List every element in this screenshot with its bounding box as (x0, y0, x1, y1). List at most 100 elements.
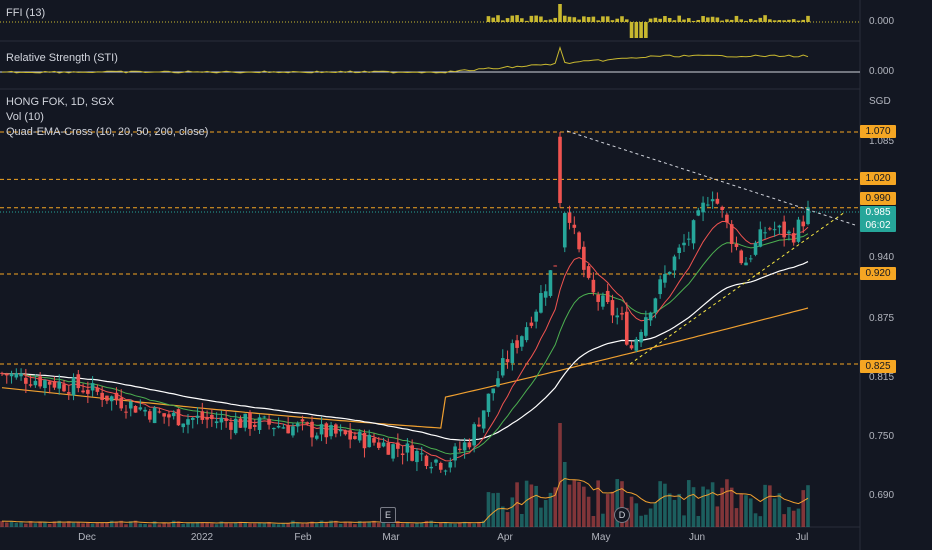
volume-bar (458, 522, 462, 527)
ffi-bar (586, 17, 591, 22)
ffi-bar (691, 20, 696, 22)
volume-bar (601, 513, 605, 527)
volume-bar (620, 481, 624, 527)
volume-bar (548, 492, 553, 527)
candle-body (105, 395, 109, 401)
volume-bar (33, 523, 38, 527)
candle-body (348, 430, 352, 440)
candle-body (462, 442, 467, 451)
candle-body (710, 199, 715, 202)
candle-body (648, 312, 653, 321)
ffi-bar (639, 22, 643, 38)
candle-body (605, 290, 610, 303)
candle-body (86, 389, 90, 394)
volume-bar (424, 520, 429, 527)
y-tick: 0.940 (869, 252, 895, 263)
volume-bar (109, 520, 114, 527)
trendline-lower[interactable] (629, 211, 846, 365)
volume-bar (257, 522, 262, 527)
candle-body (543, 291, 548, 298)
volume-label[interactable]: Vol (10) (6, 111, 44, 123)
candle-body (787, 231, 791, 234)
candle-body (620, 313, 624, 315)
trendline-upper[interactable] (566, 130, 856, 226)
candle-body (38, 376, 42, 387)
candle-body (238, 418, 243, 428)
candle-body (376, 442, 381, 448)
candle-body (95, 387, 100, 392)
ffi-bar (524, 20, 529, 22)
volume-bar (276, 524, 281, 527)
candle-body (124, 411, 128, 413)
ffi-bar (539, 16, 543, 22)
ffi-bar (682, 19, 686, 22)
ffi-bar (796, 20, 801, 22)
volume-bar (605, 494, 610, 527)
price-tag-0825[interactable]: 0.825 (860, 360, 896, 373)
ffi-bar (729, 19, 734, 22)
volume-bar (515, 482, 519, 527)
candle-body (477, 424, 481, 427)
price-tag-1070[interactable]: 1.070 (860, 125, 896, 138)
earnings-marker[interactable]: E (380, 507, 396, 523)
volume-bar (791, 510, 796, 527)
ffi-bar (596, 20, 600, 22)
candle-body (562, 213, 567, 248)
ffi-label[interactable]: FFI (13) (6, 7, 46, 19)
volume-bar (524, 480, 529, 527)
candle-body (758, 229, 763, 247)
candle-body (272, 427, 276, 430)
candle-body (663, 273, 667, 283)
volume-bar (748, 498, 753, 527)
candle-body (520, 336, 524, 347)
symbol-title[interactable]: HONG FOK, 1D, SGX (6, 96, 115, 108)
volume-bar (725, 479, 729, 527)
candle-body (14, 373, 19, 378)
price-tag-0920[interactable]: 0.920 (860, 267, 896, 280)
volume-ma-line (1, 477, 809, 524)
ffi-bar (591, 16, 596, 22)
candle-body (190, 417, 195, 420)
volume-bar (744, 495, 748, 527)
volume-bar (243, 522, 248, 527)
x-tick: Feb (294, 532, 312, 543)
volume-bar (634, 503, 639, 527)
rs-label[interactable]: Relative Strength (STI) (6, 52, 118, 64)
volume-bar (658, 481, 662, 527)
volume-bar (357, 520, 362, 527)
volume-bar (90, 523, 95, 527)
volume-bar (396, 520, 400, 527)
ffi-bar (534, 15, 538, 22)
candle-body (357, 431, 362, 441)
ema-50-line (2, 261, 809, 442)
candle-body (806, 207, 810, 225)
last-price-tag[interactable]: 0.985 06:02 (860, 206, 896, 232)
ema-label[interactable]: Quad-EMA-Cross (10, 20, 50, 200, close) (6, 126, 209, 138)
volume-bar (667, 493, 672, 527)
ffi-bar (663, 16, 667, 22)
volume-bar (24, 523, 28, 527)
candle-body (167, 414, 171, 418)
ffi-bar (744, 20, 748, 22)
candle-body (324, 423, 329, 438)
dividend-marker[interactable]: D (614, 507, 630, 523)
x-tick: May (591, 532, 611, 543)
volume-bar (138, 523, 143, 527)
price-tag-0990[interactable]: 0.990 (860, 192, 896, 205)
ffi-bar (720, 20, 724, 22)
candle-body (534, 311, 538, 322)
volume-bar (362, 521, 367, 527)
ffi-bar (548, 19, 553, 22)
candle-body (362, 432, 367, 449)
ffi-bar (658, 18, 662, 22)
volume-bar (338, 523, 343, 527)
ffi-bar (567, 16, 572, 22)
y-tick: 0.690 (869, 490, 895, 501)
candle-body (706, 204, 710, 206)
candle-body (57, 381, 62, 389)
price-tag-1020[interactable]: 1.020 (860, 172, 896, 185)
ffi-bar (648, 18, 653, 22)
volume-bar (286, 523, 290, 527)
candle-body (796, 219, 801, 242)
